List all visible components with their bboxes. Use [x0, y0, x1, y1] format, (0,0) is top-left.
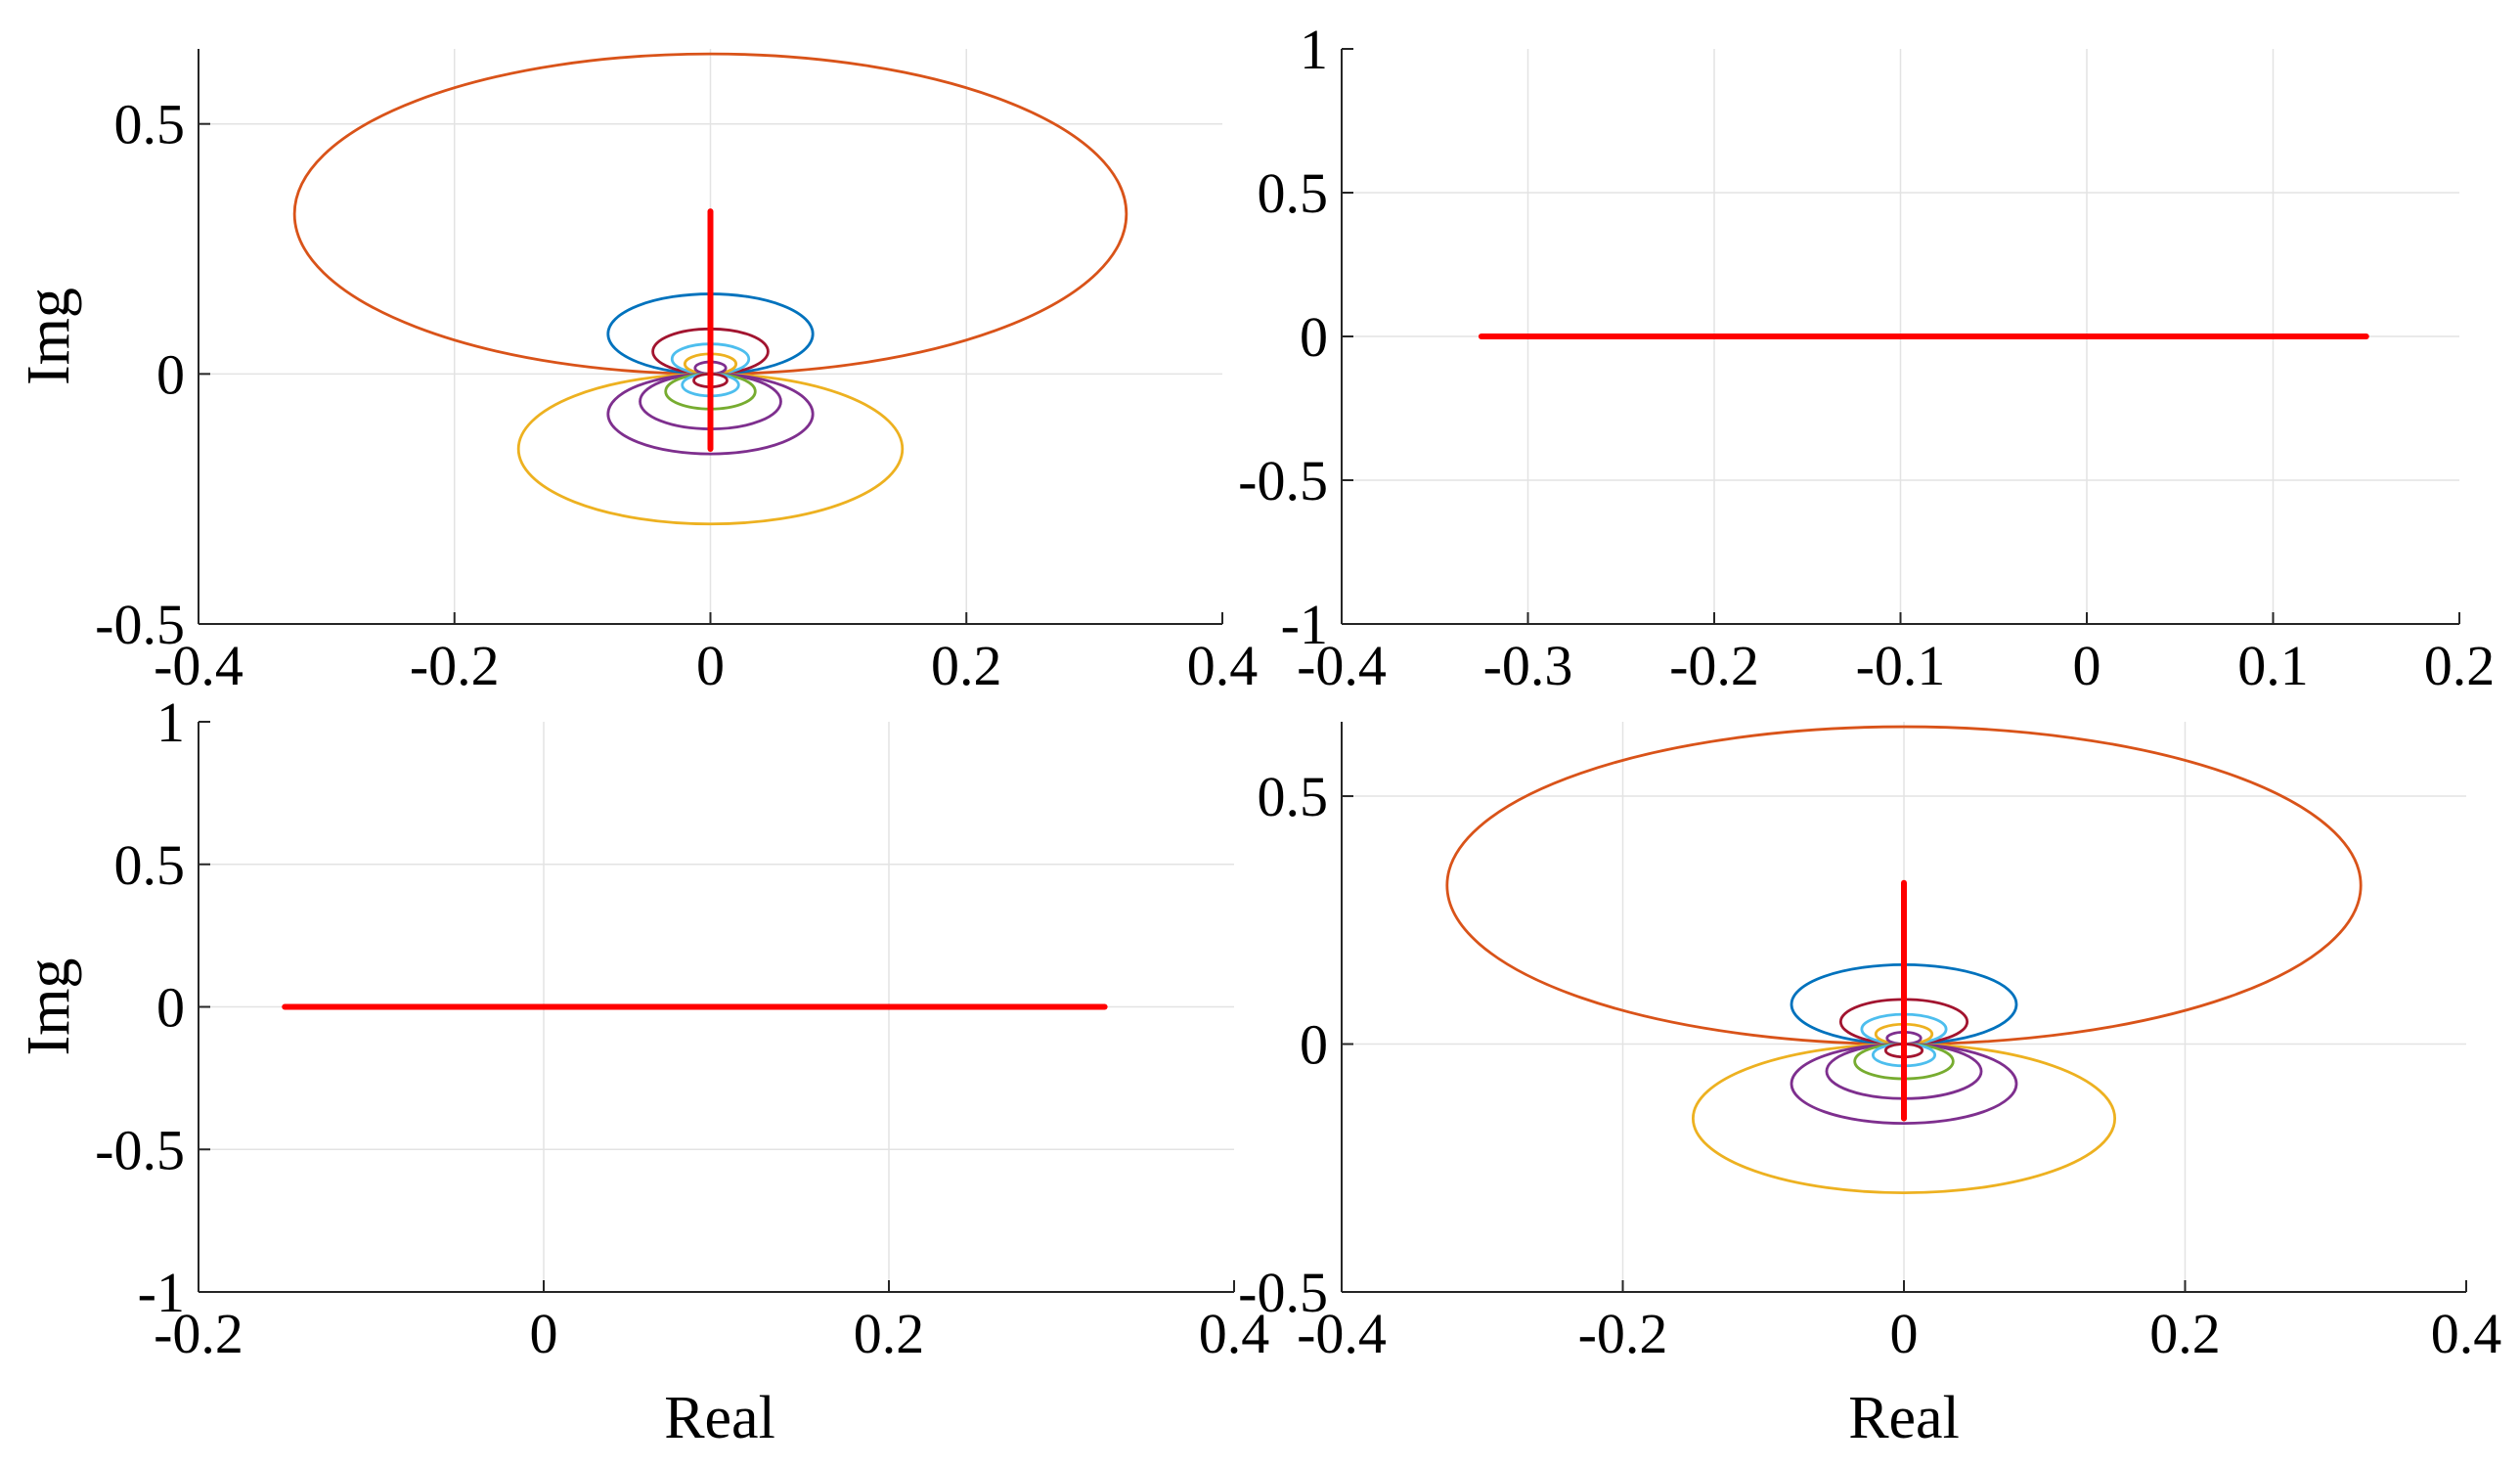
y-tick-label: 0 — [1300, 305, 1328, 369]
x-tick-label: -0.1 — [1856, 634, 1946, 697]
y-tick-label: -0.5 — [95, 593, 185, 656]
y-tick-label: 0 — [156, 976, 185, 1040]
x-tick-label: -0.4 — [1297, 1302, 1387, 1365]
y-tick-label: 0.5 — [1258, 161, 1329, 225]
y-tick-label: 1 — [156, 690, 185, 754]
x-tick-label: 0.1 — [2237, 634, 2309, 697]
panel-bottom-left: -0.2 0 0.2 0.4 -1 -0.5 0 0.5 1 Img Real — [16, 690, 1269, 1451]
x-tick-label: 0.4 — [2431, 1302, 2502, 1365]
y-axis-label: Img — [16, 288, 82, 385]
x-tick-label: 0.2 — [854, 1302, 925, 1365]
x-axis-label: Real — [1848, 1385, 1960, 1451]
x-tick-label: 0 — [530, 1302, 558, 1365]
x-tick-label: -0.4 — [154, 634, 243, 697]
x-tick-label: -0.2 — [1669, 634, 1759, 697]
x-axis-label: Real — [664, 1385, 775, 1451]
x-tick-label: 0.2 — [931, 634, 1002, 697]
x-tick-label: 0 — [1890, 1302, 1919, 1365]
panel-top-left: -0.4 -0.2 0 0.2 0.4 -0.5 0 0.5 Img — [16, 49, 1258, 697]
series-group — [1445, 725, 2363, 1195]
x-tick-label: 0.2 — [2424, 634, 2496, 697]
x-tick-label: -0.2 — [154, 1302, 243, 1365]
x-tick-label: 0.4 — [1199, 1302, 1270, 1365]
y-tick-label: -0.5 — [1238, 1261, 1328, 1324]
y-tick-label: 1 — [1300, 18, 1328, 81]
y-tick-label: -0.5 — [95, 1118, 185, 1181]
y-tick-label: 0.5 — [1258, 765, 1329, 828]
x-tick-label: 0.2 — [2149, 1302, 2221, 1365]
y-tick-label: 0.5 — [114, 93, 186, 156]
x-tick-label: -0.2 — [410, 634, 500, 697]
x-tick-label: 0 — [696, 634, 725, 697]
x-tick-label: -0.3 — [1483, 634, 1573, 697]
y-tick-label: 0.5 — [114, 833, 186, 897]
panel-top-right: -0.4 -0.3 -0.2 -0.1 0 0.1 0.2 -1 -0.5 0 0.5 1 — [1238, 18, 2495, 697]
panel-bottom-right: -0.4 -0.2 0 0.2 0.4 -0.5 0 0.5 Real — [1238, 722, 2501, 1451]
y-tick-label: -0.5 — [1238, 449, 1328, 512]
x-tick-label: 0 — [2073, 634, 2101, 697]
y-tick-label: 0 — [156, 342, 185, 406]
x-tick-label: -0.2 — [1578, 1302, 1668, 1365]
y-axis-label: Img — [16, 958, 82, 1056]
series-group — [292, 52, 1128, 526]
y-tick-label: -1 — [1281, 593, 1328, 656]
x-tick-label: -0.4 — [1297, 634, 1387, 697]
x-tick-label: 0.4 — [1187, 634, 1259, 697]
y-tick-label: -1 — [138, 1261, 185, 1324]
y-tick-label: 0 — [1300, 1013, 1328, 1077]
